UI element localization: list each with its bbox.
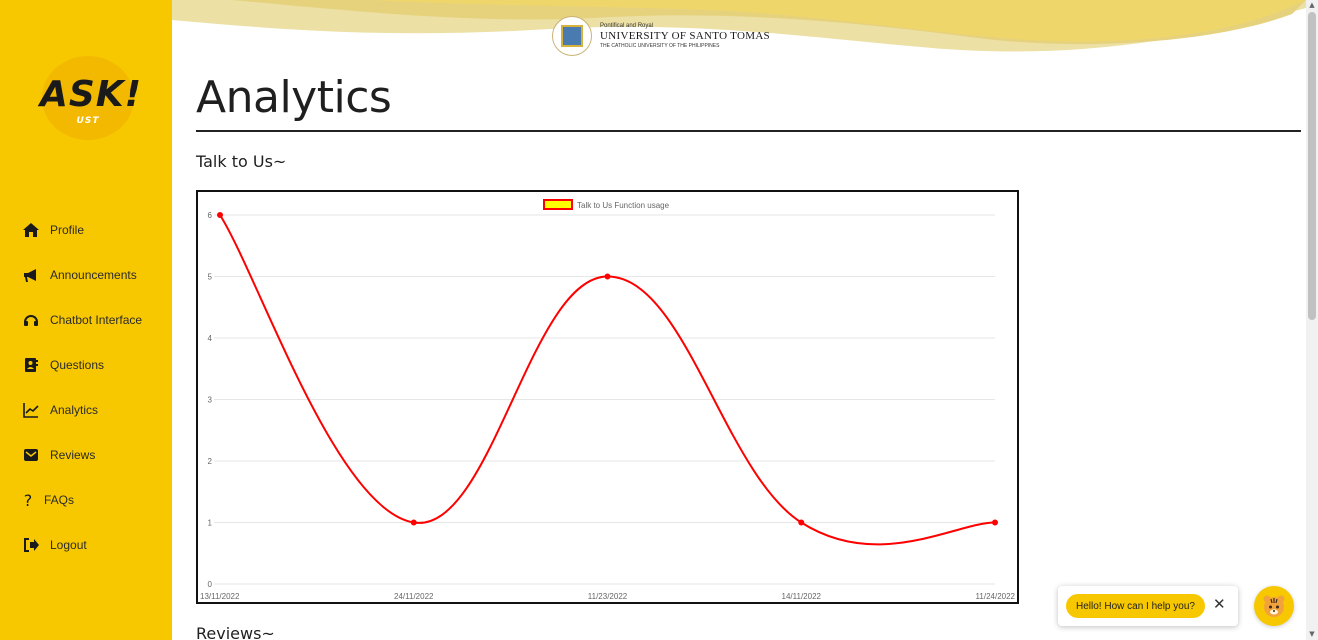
contact-book-icon xyxy=(20,354,42,376)
chart-svg: 0 1 2 3 4 5 6 13/11/2022 24/11/2022 11/23/2022 14/… xyxy=(200,199,1016,601)
data-point xyxy=(604,273,611,280)
sidebar-item-faqs[interactable]: ? FAQs xyxy=(20,488,74,512)
sidebar-item-label: Logout xyxy=(50,538,87,552)
sidebar-item-logout[interactable]: Logout xyxy=(20,533,87,557)
sidebar-item-label: Chatbot Interface xyxy=(50,313,143,327)
sidebar-item-label: Profile xyxy=(50,223,85,237)
data-point xyxy=(217,212,223,218)
tiger-mascot-icon xyxy=(1263,595,1285,617)
chat-close-icon[interactable]: ✕ xyxy=(1213,595,1226,613)
y-tick-label: 5 xyxy=(208,273,213,282)
series-line xyxy=(219,214,996,546)
ust-seal-icon xyxy=(552,16,592,56)
chat-greeting-bubble[interactable]: Hello! How can I help you? xyxy=(1066,594,1205,618)
scroll-thumb[interactable] xyxy=(1308,12,1316,320)
x-tick-label: 11/23/2022 xyxy=(588,592,628,601)
uni-sub-text: THE CATHOLIC UNIVERSITY OF THE PHILIPPIN… xyxy=(600,43,720,49)
legend-label: Talk to Us Function usage xyxy=(577,201,670,210)
uni-main-text: UNIVERSITY OF SANTO TOMAS xyxy=(600,30,770,42)
header-banner: Pontifical and Royal UNIVERSITY OF SANTO… xyxy=(172,0,1306,70)
logo-main-text: ASK! xyxy=(40,74,143,115)
x-tick-label: 14/11/2022 xyxy=(782,592,822,601)
y-tick-label: 4 xyxy=(208,334,213,343)
sidebar-item-label: Announcements xyxy=(50,268,137,282)
x-tick-label: 11/24/2022 xyxy=(976,592,1016,601)
talk-to-us-chart: 0 1 2 3 4 5 6 13/11/2022 24/11/2022 11/23/2022 14/… xyxy=(196,190,1019,604)
sidebar-item-label: Analytics xyxy=(50,403,99,417)
headset-icon xyxy=(20,309,42,331)
reviews-heading: Reviews~ xyxy=(196,624,275,640)
line-chart-icon xyxy=(20,399,42,421)
y-tick-label: 1 xyxy=(208,519,213,528)
legend-swatch xyxy=(543,199,573,210)
y-tick-label: 3 xyxy=(208,396,213,405)
logout-icon xyxy=(20,534,42,556)
data-point xyxy=(798,519,805,526)
sidebar: ASK! UST Profile Announcements Chatbo xyxy=(0,0,172,640)
x-tick-label: 24/11/2022 xyxy=(394,592,434,601)
sidebar-item-label: FAQs xyxy=(44,493,75,507)
sidebar-item-questions[interactable]: Questions xyxy=(20,353,104,377)
sidebar-item-chatbot-interface[interactable]: Chatbot Interface xyxy=(20,308,142,332)
page-scrollbar[interactable]: ▲ ▼ xyxy=(1306,0,1318,640)
sidebar-item-announcements[interactable]: Announcements xyxy=(20,263,137,287)
question-mark-icon: ? xyxy=(23,490,33,510)
sidebar-item-label: Reviews xyxy=(50,448,96,462)
data-point xyxy=(410,519,417,526)
home-icon xyxy=(20,219,42,241)
title-divider xyxy=(196,130,1301,132)
envelope-icon xyxy=(20,444,42,466)
talk-to-us-heading: Talk to Us~ xyxy=(196,152,287,171)
ust-logo[interactable]: Pontifical and Royal UNIVERSITY OF SANTO… xyxy=(552,14,772,58)
y-tick-label: 2 xyxy=(208,457,213,466)
sidebar-item-reviews[interactable]: Reviews xyxy=(20,443,95,467)
ask-ust-logo[interactable]: ASK! UST xyxy=(40,56,143,140)
scroll-down-arrow-icon[interactable]: ▼ xyxy=(1309,630,1315,638)
sidebar-item-label: Questions xyxy=(50,358,105,372)
megaphone-icon xyxy=(20,264,42,286)
sidebar-item-profile[interactable]: Profile xyxy=(20,218,84,242)
scroll-up-arrow-icon[interactable]: ▲ xyxy=(1309,1,1315,9)
y-tick-label: 6 xyxy=(208,211,213,220)
uni-small-text: Pontifical and Royal xyxy=(600,23,654,29)
page-title: Analytics xyxy=(196,72,392,123)
chat-launcher-button[interactable] xyxy=(1254,586,1294,626)
data-point xyxy=(992,519,998,526)
sidebar-item-analytics[interactable]: Analytics xyxy=(20,398,98,422)
chat-popup: Hello! How can I help you? ✕ xyxy=(1058,586,1238,626)
y-tick-label: 0 xyxy=(208,580,213,589)
x-tick-label: 13/11/2022 xyxy=(200,592,240,601)
logo-sub-text: UST xyxy=(76,116,100,126)
banner-waves xyxy=(172,0,1306,52)
